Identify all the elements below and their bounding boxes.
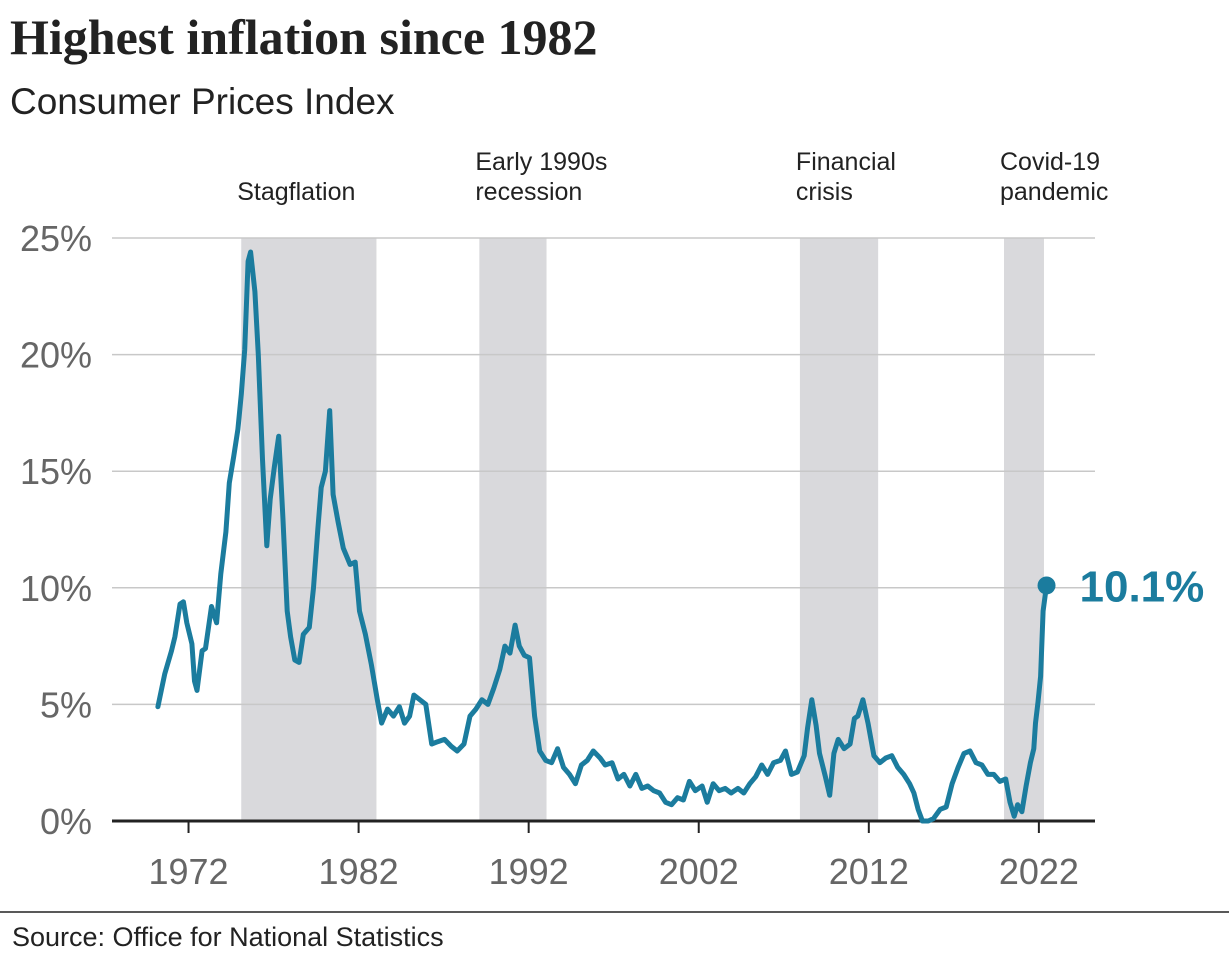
y-tick-label: 20%	[20, 335, 92, 376]
y-tick-label: 25%	[20, 218, 92, 259]
y-tick-label: 5%	[40, 684, 92, 725]
end-label: 10.1%	[1080, 562, 1205, 611]
chart-title: Highest inflation since 1982	[10, 9, 598, 65]
y-tick-label: 10%	[20, 568, 92, 609]
period-band	[799, 238, 879, 821]
period-label: Early 1990s	[475, 148, 607, 176]
period-label: recession	[475, 178, 582, 206]
grid: 0% 5% 10% 15% 20% 25% 1972 1982 1992 2002 2012 2022	[20, 218, 1095, 892]
x-tick-label: 2012	[829, 851, 909, 892]
period-band	[241, 238, 377, 821]
period-label: Financial	[796, 148, 896, 176]
x-tick-label: 1972	[148, 851, 228, 892]
end-point	[1037, 576, 1056, 595]
x-tick-label: 2002	[659, 851, 739, 892]
period-label: Stagflation	[237, 178, 355, 206]
period-label: crisis	[796, 178, 853, 206]
period-band	[1004, 238, 1044, 821]
plot: 10.1%	[155, 249, 1205, 824]
source: Source: Office for National Statistics	[12, 922, 444, 952]
x-tick-label: 1982	[319, 851, 399, 892]
chart-subtitle: Consumer Prices Index	[10, 81, 395, 122]
y-tick-label: 0%	[40, 801, 92, 842]
period-label: Covid-19	[1000, 148, 1100, 176]
y-tick-label: 15%	[20, 451, 92, 492]
x-tick-label: 2022	[999, 851, 1079, 892]
data-line	[155, 249, 1049, 824]
period-label: pandemic	[1000, 178, 1108, 206]
x-tick-label: 1992	[489, 851, 569, 892]
